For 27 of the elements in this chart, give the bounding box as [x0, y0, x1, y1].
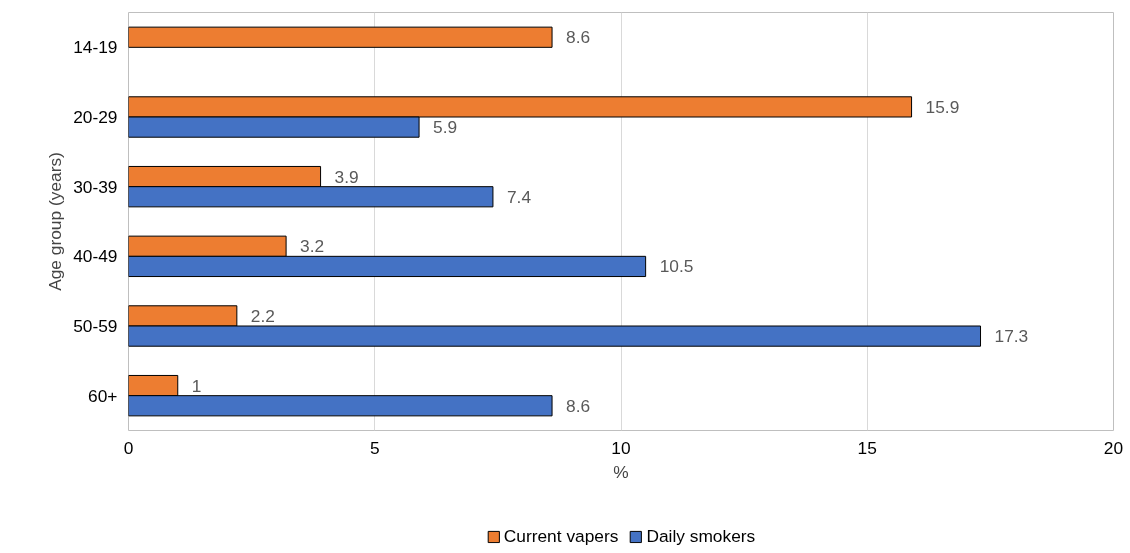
legend-label: Daily smokers	[646, 525, 756, 547]
data-label: 8.6	[566, 395, 591, 416]
y-tick-label: 20-29	[73, 107, 118, 127]
y-tick-label: 40-49	[73, 246, 118, 267]
data-label: 17.3	[994, 326, 1029, 347]
data-label: 3.9	[334, 166, 359, 187]
data-label: 15.9	[925, 96, 960, 117]
y-tick-label: 60+	[88, 385, 118, 406]
data-label: 10.5	[659, 256, 694, 277]
x-axis-title: %	[613, 461, 629, 482]
y-tick-label: 30-39	[73, 176, 118, 197]
y-tick-label: 50-59	[73, 316, 118, 336]
x-tick-label: 5	[369, 437, 380, 458]
data-label: 2.2	[250, 305, 275, 326]
data-label: 8.6	[566, 27, 591, 48]
x-tick-label: 0	[123, 437, 134, 458]
data-label: 7.4	[506, 186, 532, 207]
data-label: 1	[191, 375, 202, 396]
x-tick-label: 10	[611, 437, 631, 458]
y-tick-label: 14-19	[73, 37, 118, 58]
x-tick-label: 15	[857, 437, 877, 458]
y-axis-title: Age group (years)	[45, 152, 66, 291]
legend-label: Current vapers	[503, 525, 619, 547]
data-label: 5.9	[433, 117, 458, 138]
data-label: 3.2	[300, 236, 325, 257]
x-tick-label: 20	[1103, 437, 1124, 458]
bar	[128, 26, 553, 48]
